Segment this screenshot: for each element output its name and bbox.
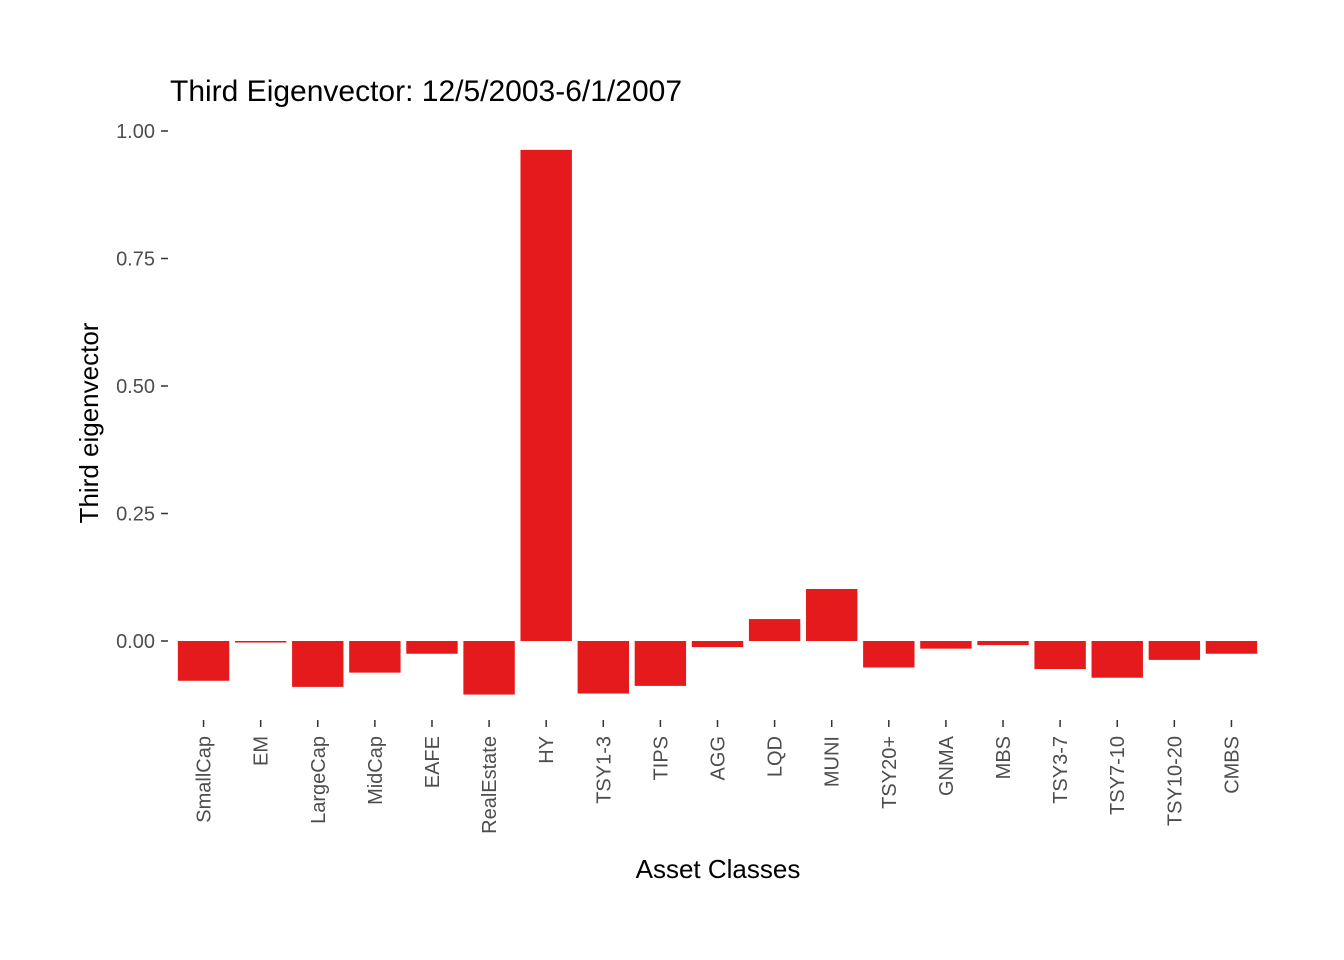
bar-hy: [520, 149, 572, 641]
x-tick-label: MUNI: [822, 736, 844, 787]
x-tick-label: RealEstate: [479, 736, 501, 834]
bar-agg: [691, 641, 744, 648]
x-tick-label: AGG: [708, 736, 730, 780]
x-tick-label: SmallCap: [194, 736, 216, 823]
bars: [177, 149, 1258, 695]
chart-title: Third Eigenvector: 12/5/2003-6/1/2007: [170, 75, 682, 108]
x-tick-label: TSY20+: [879, 736, 901, 809]
bar-tsy1-3: [577, 641, 629, 694]
x-axis: SmallCap EM LargeCap MidCap EAFE RealEstate HY…: [194, 720, 1243, 834]
bar-mbs: [977, 641, 1029, 646]
bar-largecap: [292, 641, 344, 687]
x-tick-label: MidCap: [365, 736, 387, 805]
x-tick-label: EM: [251, 736, 273, 766]
bar-realestate: [463, 641, 515, 695]
bar-midcap: [349, 641, 401, 673]
bar-tips: [634, 641, 687, 686]
x-tick-label: TSY10-20: [1164, 736, 1186, 826]
x-axis-title: Asset Classes: [636, 854, 801, 884]
x-tick-label: TSY3-7: [1050, 736, 1072, 804]
bar-eafe: [406, 641, 458, 654]
x-tick-label: EAFE: [422, 736, 444, 788]
x-tick-label: HY: [536, 736, 558, 764]
bar-em: [234, 641, 287, 643]
y-tick-label: 0.50: [116, 376, 155, 398]
x-tick-label: LargeCap: [308, 736, 330, 824]
bar-cmbs: [1205, 641, 1258, 654]
x-tick-label: MBS: [993, 736, 1015, 779]
x-tick-label: TIPS: [650, 736, 672, 780]
bar-tsy20+: [863, 641, 915, 668]
bar-tsy3-7: [1034, 641, 1086, 670]
x-tick-label: LQD: [765, 736, 787, 777]
bar-muni: [806, 588, 858, 641]
x-tick-label: TSY1-3: [593, 736, 615, 804]
bar-gnma: [920, 641, 972, 649]
y-tick-label: 0.25: [116, 504, 155, 526]
x-tick-label: GNMA: [936, 735, 958, 796]
x-tick-label: TSY7-10: [1107, 736, 1129, 815]
y-tick-label: 1.00: [116, 121, 155, 143]
bar-tsy7-10: [1091, 641, 1143, 678]
bar-smallcap: [177, 641, 230, 681]
y-tick-label: 0.75: [116, 249, 155, 271]
x-tick-label: CMBS: [1221, 736, 1243, 794]
bar-tsy10-20: [1148, 641, 1201, 660]
y-axis-title: Third eigenvector: [74, 322, 104, 523]
y-axis: 0.00 0.25 0.50 0.75 1.00: [116, 121, 168, 653]
y-tick-label: 0.00: [116, 631, 155, 653]
bar-lqd: [748, 619, 801, 641]
